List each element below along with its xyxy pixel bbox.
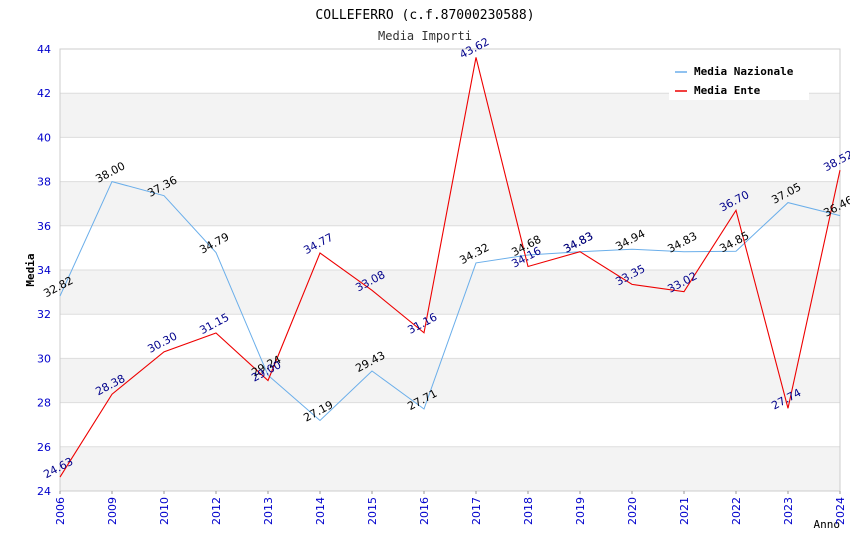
y-tick-label: 32	[37, 308, 51, 321]
legend-label-media-ente: Media Ente	[694, 84, 761, 97]
y-tick-label: 34	[37, 264, 51, 277]
x-axis-label: Anno	[814, 518, 841, 531]
legend-label-media-nazionale: Media Nazionale	[694, 65, 794, 78]
y-tick-label: 24	[37, 485, 51, 498]
chart-background-bands	[60, 93, 840, 491]
x-tick-label: 2023	[782, 497, 795, 525]
x-axis-ticks: 2006 2009 2010 2012 2013 2014 2015 2016 2017 2018…	[54, 491, 847, 525]
plot-area-border	[59, 48, 841, 492]
grid-band	[60, 181, 840, 226]
chart-title: COLLEFERRO (c.f.87000230588)	[315, 8, 534, 23]
data-label-media-nazionale: 34.79	[197, 230, 231, 256]
chart-subtitle: Media Importi	[378, 29, 472, 43]
series-line-media-ente	[59, 57, 841, 478]
data-label-media-ente: 38.52	[821, 148, 850, 174]
data-label-media-nazionale: 34.32	[457, 241, 491, 267]
x-tick-label: 2019	[574, 497, 587, 525]
x-tick-label: 2006	[54, 497, 67, 525]
y-tick-label: 30	[37, 352, 51, 365]
y-tick-label: 28	[37, 397, 51, 410]
y-tick-label: 40	[37, 131, 51, 144]
data-label-media-ente: 34.77	[301, 231, 335, 257]
y-tick-label: 38	[37, 176, 51, 189]
grid-band	[60, 446, 840, 491]
x-tick-label: 2009	[106, 497, 119, 525]
x-tick-label: 2017	[470, 497, 483, 525]
x-tick-label: 2014	[314, 497, 327, 525]
y-axis-label: Media	[24, 253, 37, 286]
x-tick-label: 2024	[834, 497, 847, 525]
grid-band	[60, 358, 840, 403]
grid-band	[60, 93, 840, 138]
x-tick-label: 2020	[626, 497, 639, 525]
x-tick-label: 2021	[678, 497, 691, 525]
y-tick-label: 44	[37, 43, 51, 56]
legend-box	[669, 60, 809, 100]
y-tick-label: 26	[37, 441, 51, 454]
series-lines	[59, 57, 841, 478]
x-tick-label: 2015	[366, 497, 379, 525]
y-tick-label: 42	[37, 87, 51, 100]
x-tick-label: 2010	[158, 497, 171, 525]
data-label-media-ente: 30.30	[145, 330, 179, 356]
grid-band	[60, 270, 840, 315]
y-tick-label: 36	[37, 220, 51, 233]
y-axis-ticks: 24 26 28 30 32 34 36 38 40 42 44	[37, 43, 51, 498]
legend: Media Nazionale Media Ente	[669, 60, 809, 100]
x-tick-label: 2016	[418, 497, 431, 525]
x-tick-label: 2022	[730, 497, 743, 525]
x-tick-label: 2013	[262, 497, 275, 525]
x-tick-label: 2012	[210, 497, 223, 525]
x-tick-label: 2018	[522, 497, 535, 525]
